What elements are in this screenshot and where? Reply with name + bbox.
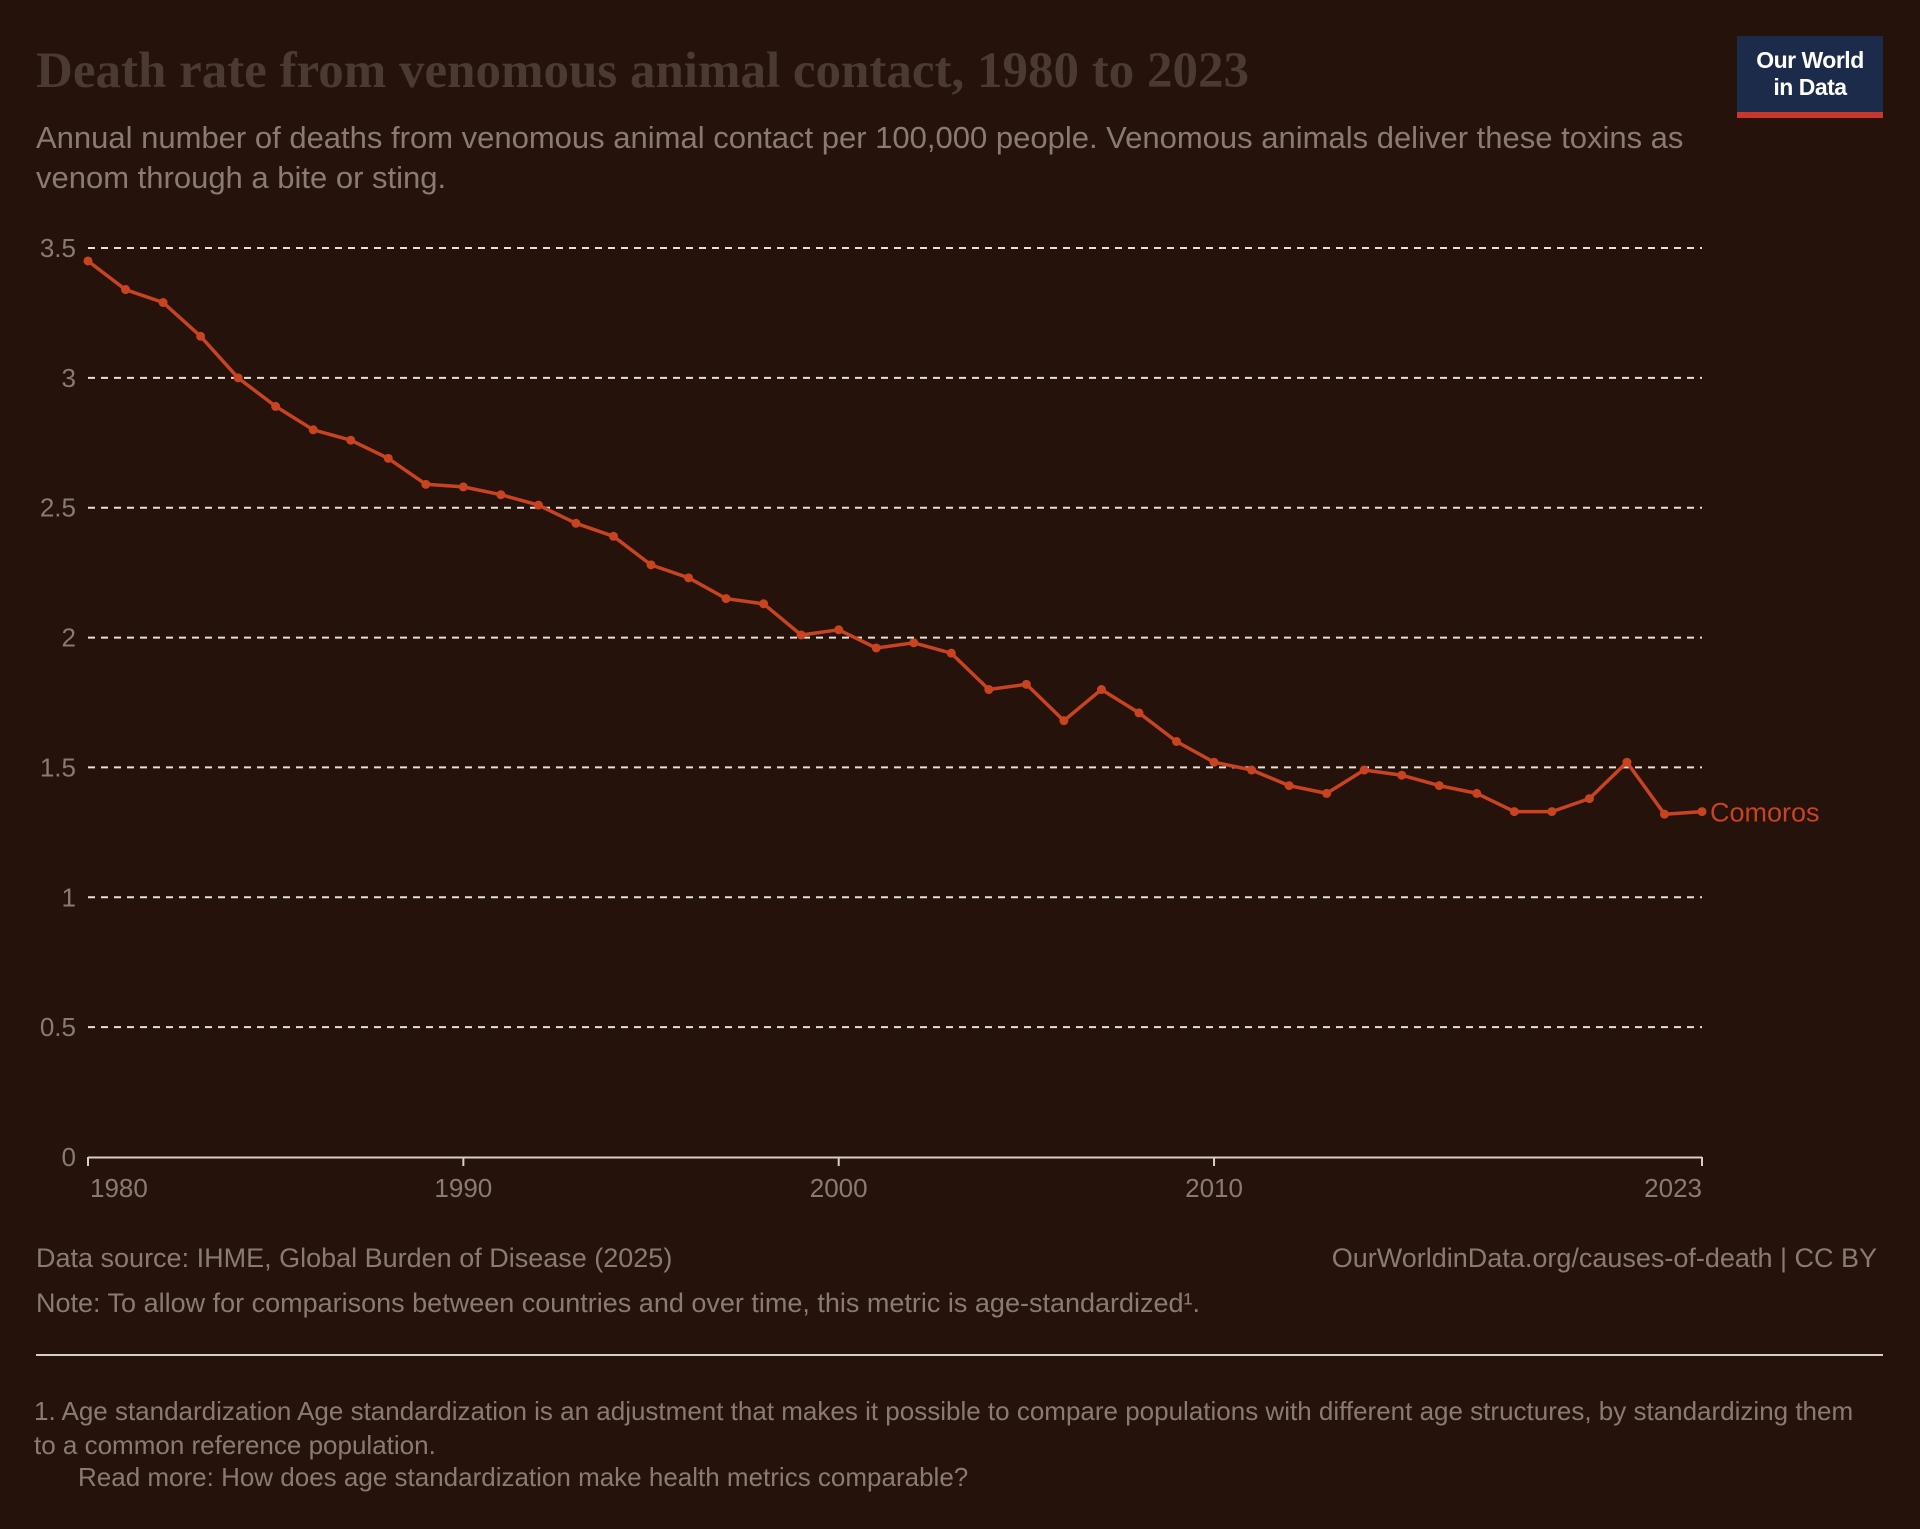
x-axis: 1980 1990 2000 2010 2023 xyxy=(87,1156,1703,1203)
data-point[interactable] xyxy=(233,373,243,383)
data-point[interactable] xyxy=(721,594,731,604)
data-point[interactable] xyxy=(271,401,281,411)
y-tick-label: 1 xyxy=(62,882,76,912)
data-point[interactable] xyxy=(533,500,543,510)
data-point[interactable] xyxy=(984,685,994,695)
data-point[interactable] xyxy=(1134,708,1144,718)
y-tick-label: 3.5 xyxy=(40,233,76,263)
data-point[interactable] xyxy=(496,490,506,500)
data-point[interactable] xyxy=(834,625,844,635)
data-point[interactable] xyxy=(1397,770,1407,780)
x-tick-label: 2010 xyxy=(1185,1173,1243,1203)
series-label: Comoros xyxy=(1710,798,1820,828)
data-point[interactable] xyxy=(608,531,618,541)
data-point[interactable] xyxy=(1284,781,1294,791)
data-point[interactable] xyxy=(1209,757,1219,767)
owid-logo[interactable]: Our World in Data xyxy=(1737,36,1883,118)
chart-title: Death rate from venomous animal contact,… xyxy=(36,43,1249,99)
y-tick-label: 0 xyxy=(62,1142,76,1172)
data-point[interactable] xyxy=(158,298,168,308)
data-point[interactable] xyxy=(1697,807,1707,817)
data-point[interactable] xyxy=(1247,765,1257,775)
data-point[interactable] xyxy=(759,599,769,609)
y-tick-label: 3 xyxy=(62,363,76,393)
data-point[interactable] xyxy=(1622,757,1632,767)
data-point[interactable] xyxy=(871,643,881,653)
footnote: 1. Age standardization Age standardizati… xyxy=(34,1396,1854,1460)
data-point[interactable] xyxy=(383,453,393,463)
data-point[interactable] xyxy=(1659,809,1669,819)
data-point[interactable] xyxy=(1172,736,1182,746)
data-point[interactable] xyxy=(796,630,806,640)
data-point[interactable] xyxy=(1547,807,1557,817)
data-point[interactable] xyxy=(946,648,956,658)
data-point[interactable] xyxy=(1434,781,1444,791)
logo-line-1: Our World xyxy=(1756,47,1864,73)
chart-note: Note: To allow for comparisons between c… xyxy=(36,1288,1201,1318)
read-more-link[interactable]: Read more: How does age standardization … xyxy=(78,1462,969,1492)
y-axis-ticks: 0 0.5 1 1.5 2 2.5 3 3.5 xyxy=(40,233,76,1172)
site-link[interactable]: OurWorldinData.org/causes-of-death | CC … xyxy=(1331,1243,1877,1273)
chart-subtitle: Annual number of deaths from venomous an… xyxy=(36,120,1684,195)
x-tick-label: 2023 xyxy=(1644,1173,1702,1203)
y-tick-label: 1.5 xyxy=(40,752,76,782)
x-tick-label: 1980 xyxy=(90,1173,148,1203)
data-point[interactable] xyxy=(196,331,206,341)
data-point[interactable] xyxy=(308,425,318,435)
y-tick-label: 2.5 xyxy=(40,493,76,523)
y-tick-label: 2 xyxy=(62,623,76,653)
y-tick-label: 0.5 xyxy=(40,1012,76,1042)
data-point[interactable] xyxy=(571,518,581,528)
data-point[interactable] xyxy=(121,285,131,295)
data-point[interactable] xyxy=(83,256,93,266)
data-point[interactable] xyxy=(1096,685,1106,695)
logo-line-2: in Data xyxy=(1773,74,1847,100)
series-layer: Comoros xyxy=(83,256,1820,828)
data-point[interactable] xyxy=(909,638,919,648)
data-point[interactable] xyxy=(1322,788,1332,798)
x-tick-label: 1990 xyxy=(434,1173,492,1203)
gridlines xyxy=(88,247,1702,1029)
series-line xyxy=(86,259,1704,816)
data-source[interactable]: Data source: IHME, Global Burden of Dise… xyxy=(36,1243,673,1273)
data-point[interactable] xyxy=(346,435,356,445)
data-point[interactable] xyxy=(1359,765,1369,775)
data-point[interactable] xyxy=(646,560,656,570)
footer-divider xyxy=(36,1354,1883,1356)
data-point[interactable] xyxy=(684,573,694,583)
data-point[interactable] xyxy=(1059,716,1069,726)
data-point[interactable] xyxy=(1584,794,1594,804)
x-tick-label: 2000 xyxy=(810,1173,868,1203)
data-point[interactable] xyxy=(421,479,431,489)
data-point[interactable] xyxy=(1472,788,1482,798)
data-point[interactable] xyxy=(1509,807,1519,817)
data-point[interactable] xyxy=(458,482,468,492)
data-point[interactable] xyxy=(1021,679,1031,689)
